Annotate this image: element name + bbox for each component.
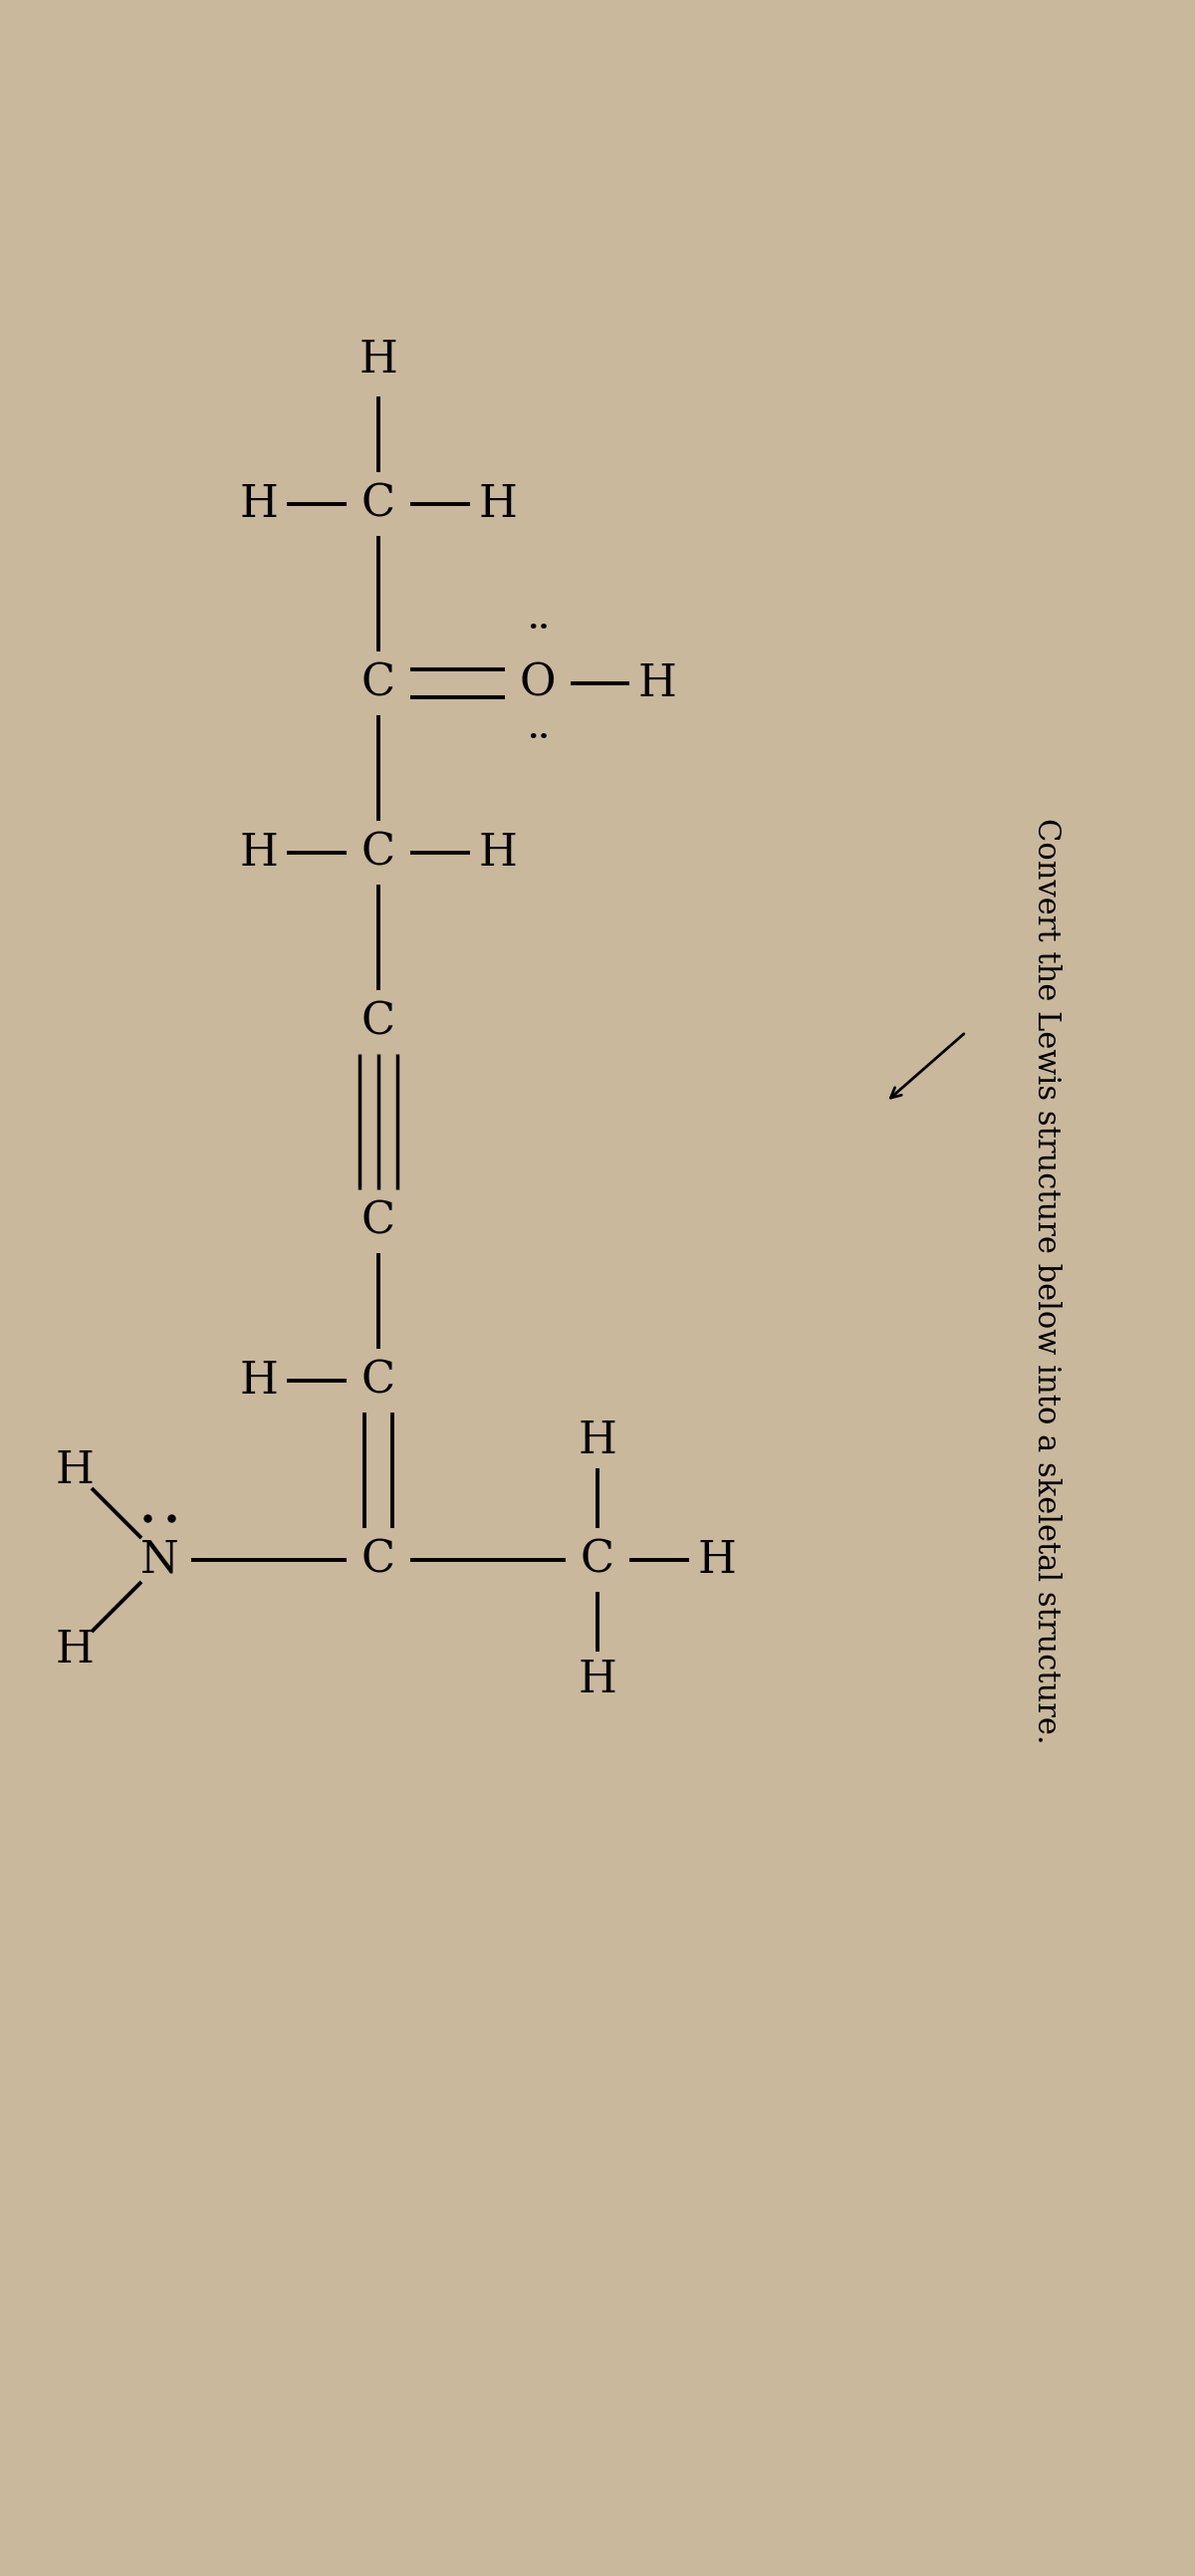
Text: C: C: [361, 1360, 396, 1401]
Text: H: H: [578, 1659, 617, 1700]
Text: C: C: [361, 832, 396, 873]
Text: ••: ••: [527, 729, 549, 747]
Text: H: H: [478, 482, 517, 526]
Text: ••: ••: [527, 621, 549, 636]
Text: C: C: [361, 482, 396, 526]
Text: H: H: [55, 1448, 94, 1492]
Text: H: H: [578, 1419, 617, 1463]
Text: H: H: [55, 1628, 94, 1672]
Text: O: O: [520, 662, 556, 706]
Text: H: H: [239, 1360, 278, 1401]
Text: N: N: [140, 1538, 179, 1582]
Text: C: C: [361, 999, 396, 1043]
Text: C: C: [361, 1200, 396, 1242]
Text: H: H: [478, 832, 517, 873]
Text: C: C: [581, 1538, 614, 1582]
Text: C: C: [361, 662, 396, 706]
Text: H: H: [358, 337, 398, 381]
Text: H: H: [698, 1538, 736, 1582]
Text: Convert the Lewis structure below into a skeletal structure.: Convert the Lewis structure below into a…: [1030, 819, 1061, 1744]
Text: H: H: [239, 832, 278, 873]
Text: H: H: [239, 482, 278, 526]
Text: C: C: [361, 1538, 396, 1582]
Text: H: H: [638, 662, 676, 706]
